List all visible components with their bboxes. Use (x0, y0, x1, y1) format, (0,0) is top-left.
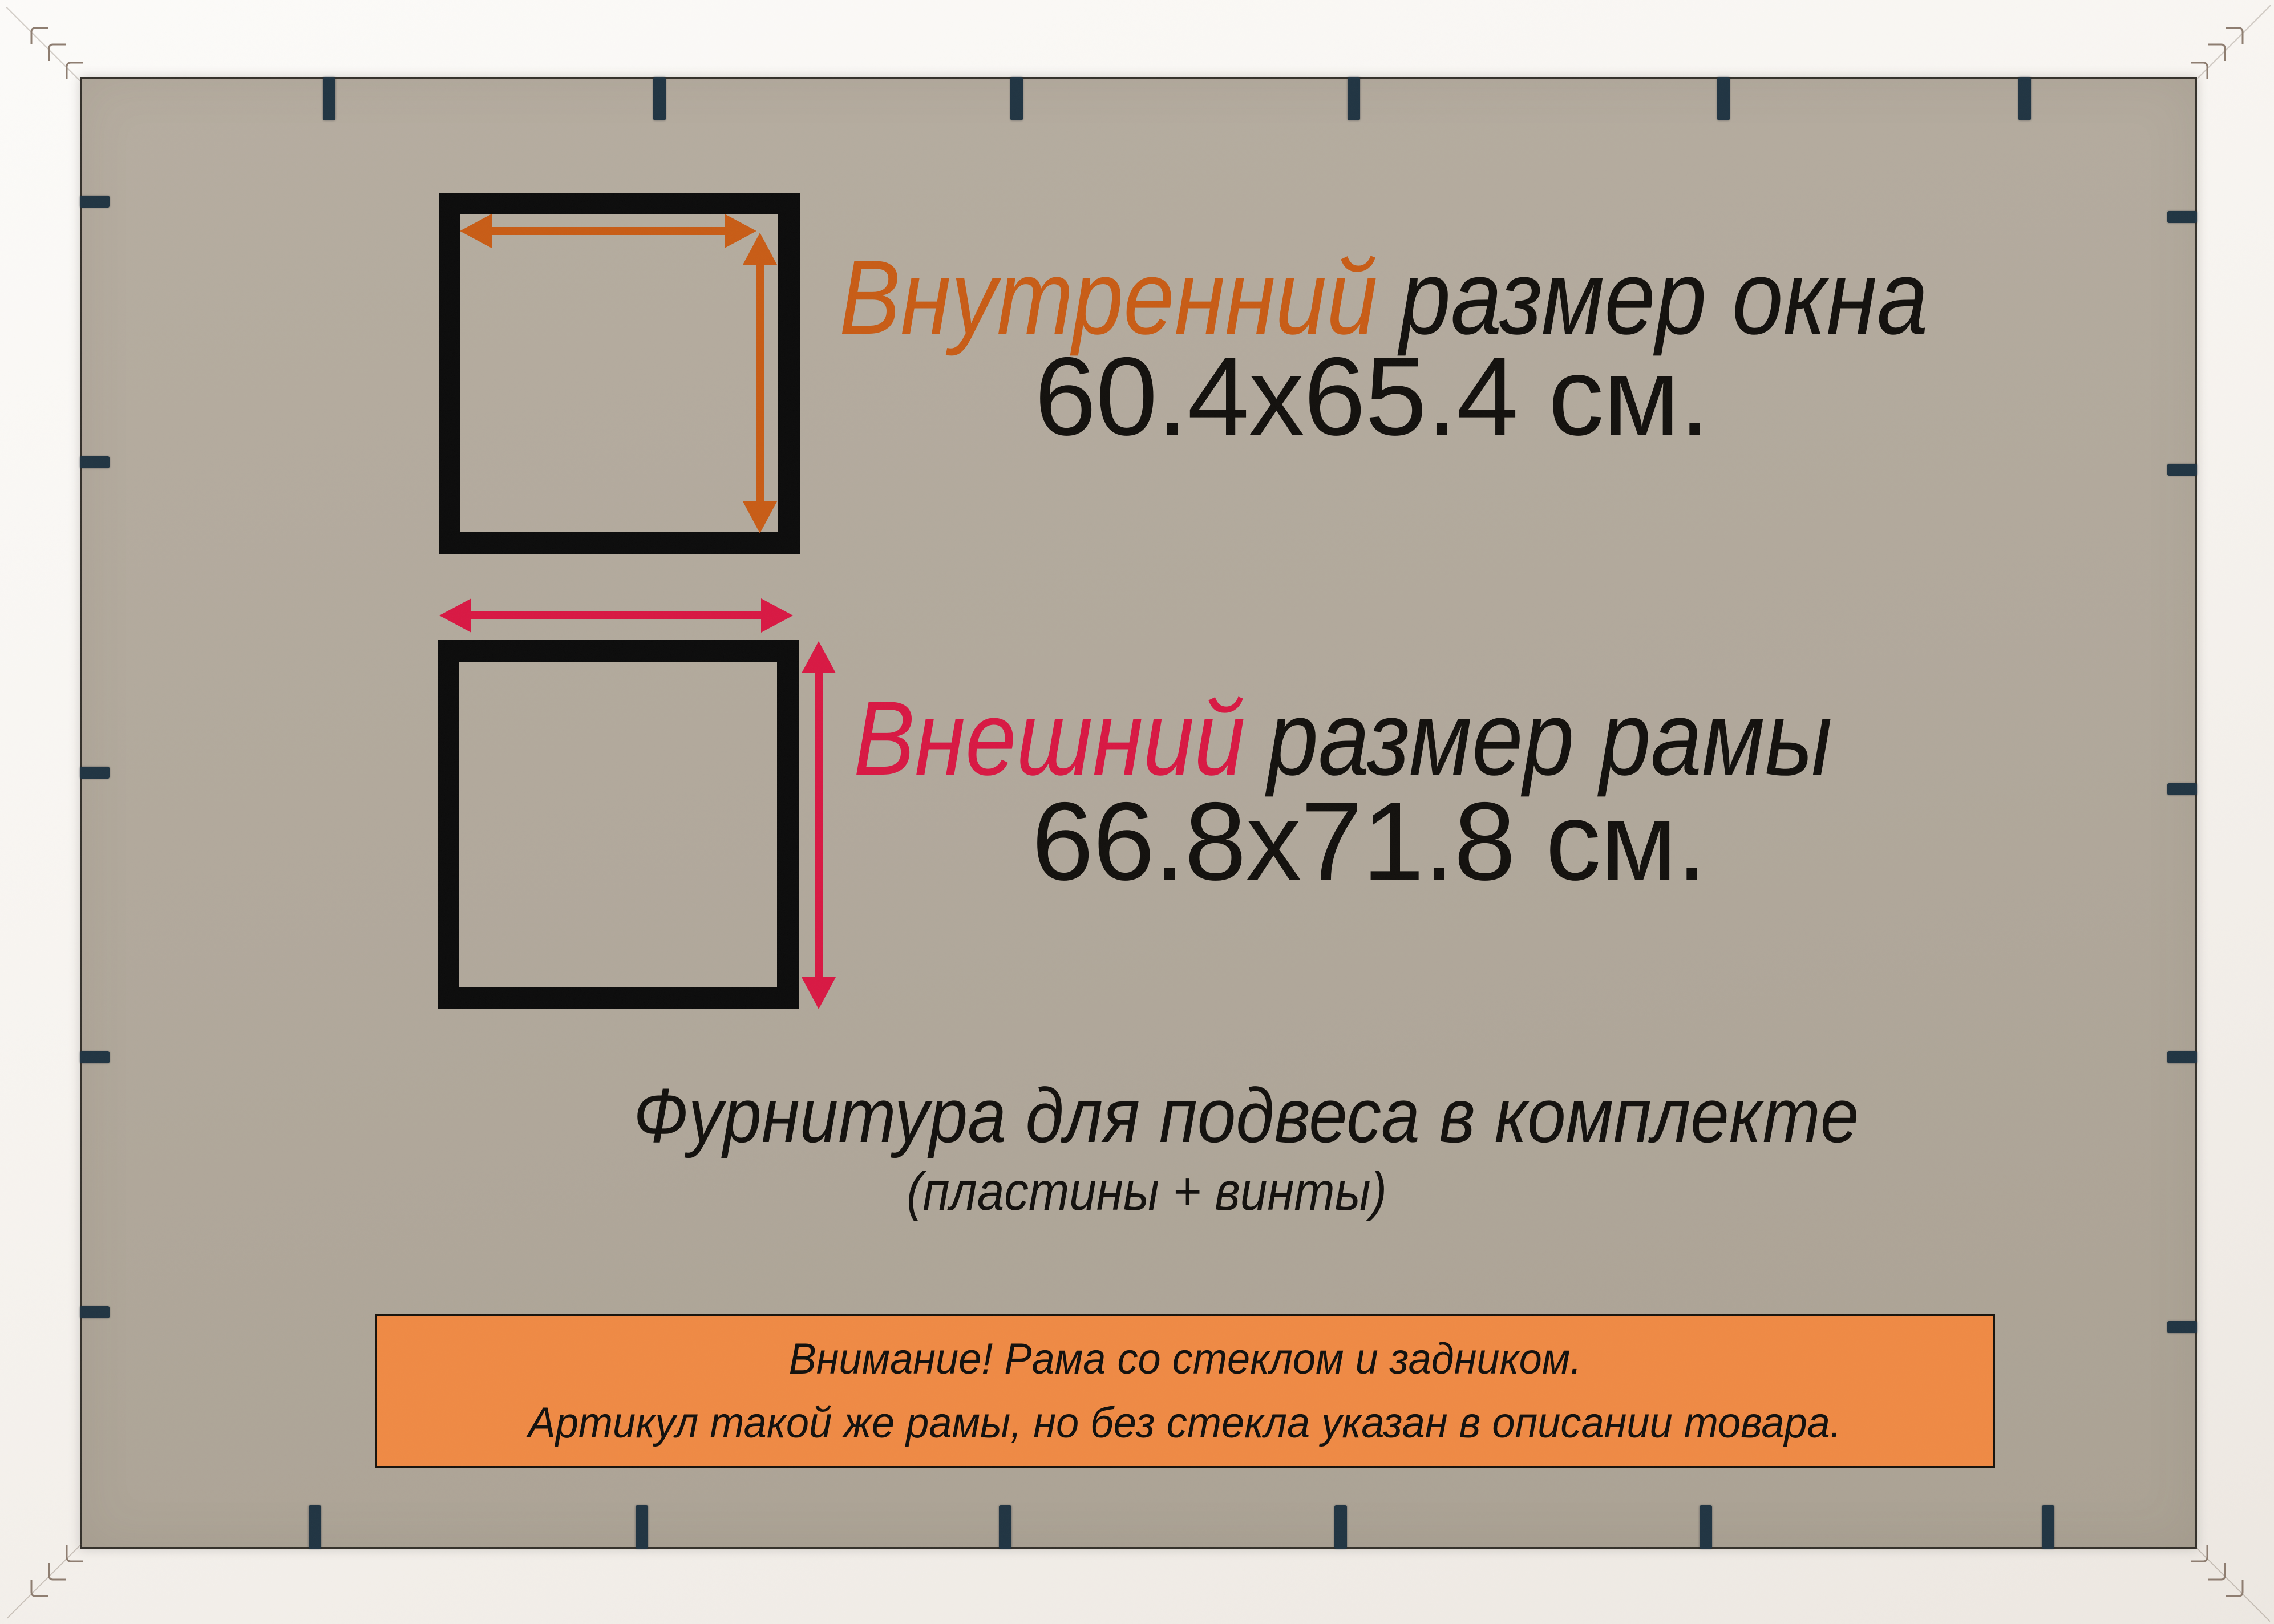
notice-banner-line1: Внимание! Рама со стеклом и задником. (788, 1334, 1581, 1383)
v-nail-icon (48, 43, 66, 62)
arrowhead-up (743, 233, 777, 265)
retainer-clip (2167, 211, 2197, 223)
v-nail-icon (2226, 27, 2244, 45)
retainer-clip (2167, 1051, 2197, 1063)
v-nail-icon (2226, 1579, 2244, 1597)
retainer-clip (80, 196, 110, 208)
retainer-clip (2167, 783, 2197, 795)
retainer-clip (1010, 77, 1023, 120)
retainer-clip (1700, 1505, 1712, 1549)
retainer-clip (2167, 1321, 2197, 1333)
arrowhead-up (802, 641, 836, 673)
v-nail-icon (2190, 62, 2208, 80)
arrow-shaft (756, 261, 764, 505)
v-nail-icon (66, 62, 84, 80)
retainer-clip (80, 456, 110, 468)
outer-size-value: 66.8x71.8 см. (1031, 779, 1707, 904)
retainer-clip (80, 767, 110, 779)
arrowhead-down (743, 501, 777, 533)
arrowhead-down (802, 977, 836, 1009)
inner-height-arrow-icon (743, 233, 777, 533)
arrowhead-left (439, 598, 471, 633)
outer-width-arrow-icon (439, 598, 793, 633)
retainer-clip (80, 1306, 110, 1318)
v-nail-icon (2190, 1544, 2208, 1562)
hardware-note-title: Фурнитура для подвеса в комплекте (633, 1072, 1859, 1159)
arrow-shaft (488, 227, 728, 235)
retainer-clip (1717, 77, 1730, 120)
retainer-clip (1348, 77, 1360, 120)
notice-banner-line2: Артикул такой же рамы, но без стекла ука… (528, 1398, 1842, 1447)
v-nail-icon (30, 27, 48, 45)
retainer-clip (999, 1505, 1011, 1549)
retainer-clip (80, 1051, 110, 1063)
retainer-clip (2042, 1505, 2054, 1549)
retainer-clip (309, 1505, 321, 1549)
arrowhead-right (761, 598, 793, 633)
hardware-note-subtitle: (пластины + винты) (906, 1161, 1387, 1222)
outer-size-label: Внешний размер рамы (847, 686, 1839, 792)
outer-frame-diagram (438, 640, 799, 1009)
arrow-shaft (468, 611, 764, 619)
inner-size-value: 60.4x65.4 см. (1034, 334, 1710, 459)
notice-banner: Внимание! Рама со стеклом и задником. Ар… (375, 1314, 1995, 1468)
arrowhead-left (460, 214, 492, 248)
v-nail-icon (2208, 1562, 2226, 1581)
v-nail-icon (66, 1544, 84, 1562)
retainer-clip (2167, 464, 2197, 476)
retainer-clip (323, 77, 335, 120)
retainer-clip (636, 1505, 648, 1549)
retainer-clip (2018, 77, 2031, 120)
v-nail-icon (48, 1562, 66, 1581)
v-nail-icon (2208, 43, 2226, 62)
inner-width-arrow-icon (460, 214, 756, 248)
retainer-clip (653, 77, 666, 120)
retainer-clip (1334, 1505, 1347, 1549)
v-nail-icon (30, 1579, 48, 1597)
